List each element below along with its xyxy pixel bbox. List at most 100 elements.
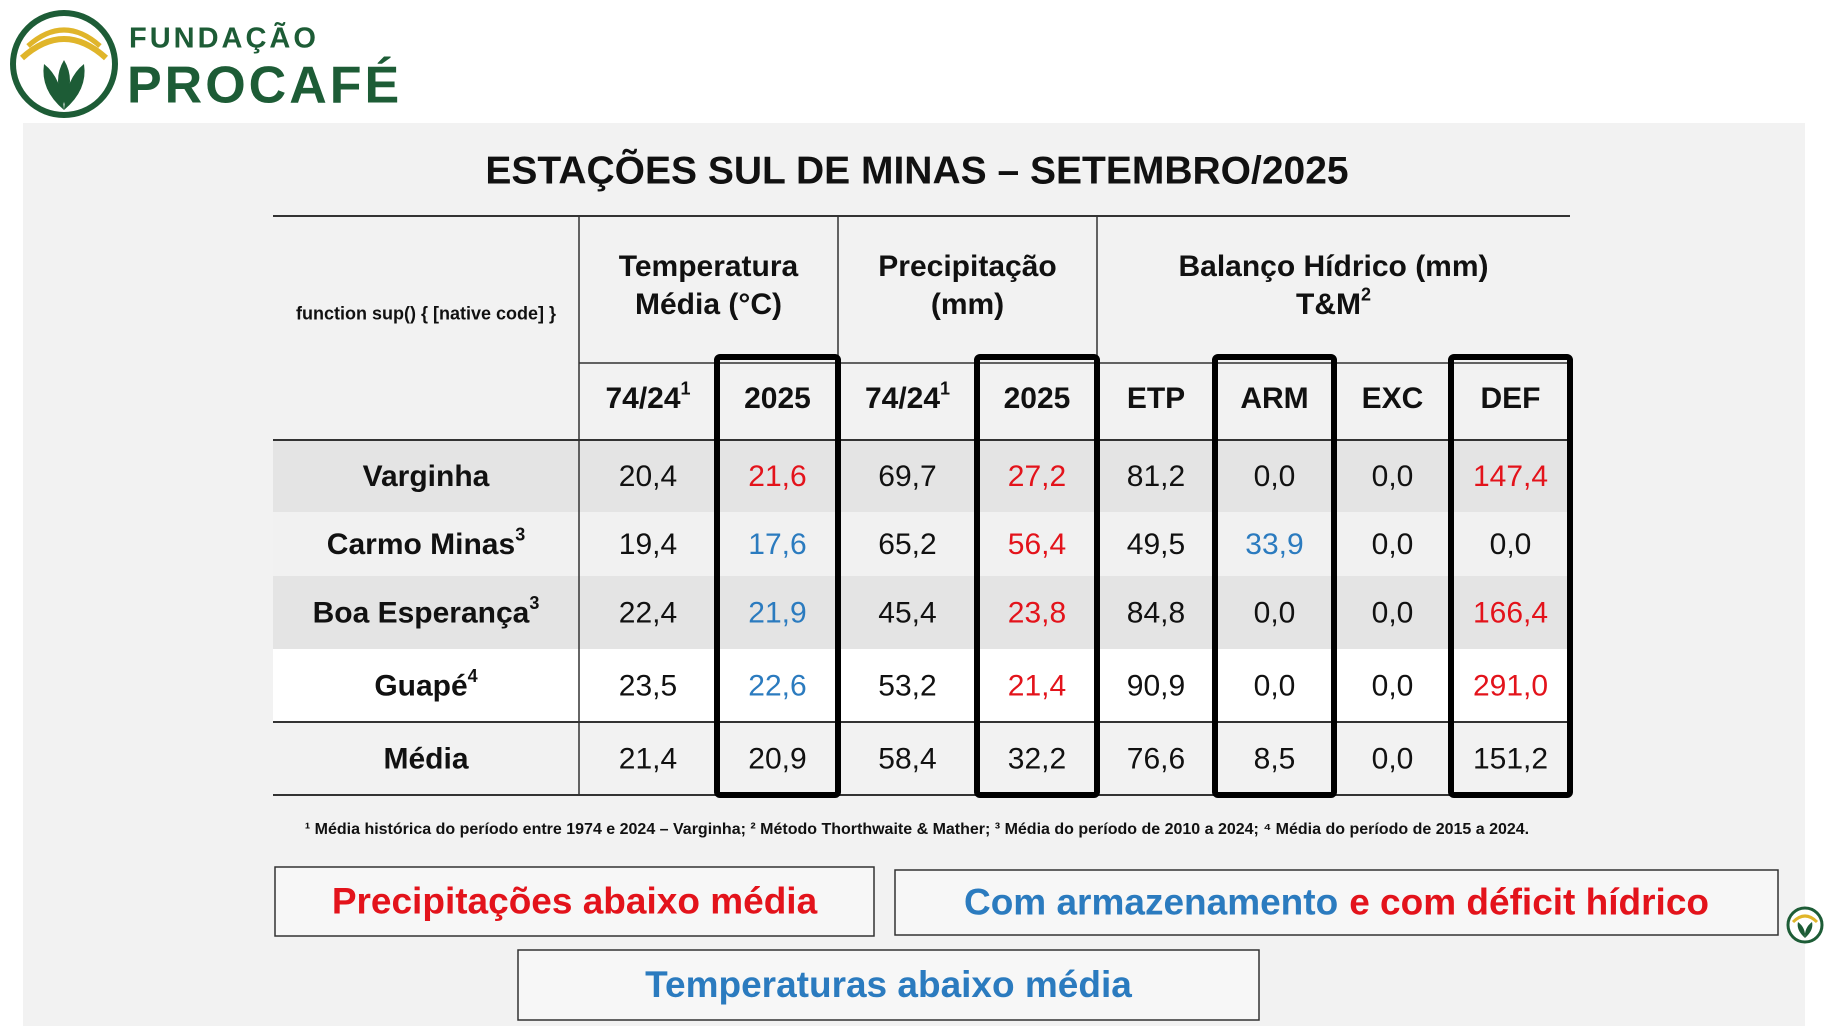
cell-value: 20,9 [748,742,806,775]
cell-value: 291,0 [1473,669,1548,702]
logo-icon [10,10,118,118]
cell-value: 32,2 [1008,742,1066,775]
cell-value: 76,6 [1127,742,1185,775]
row-background [273,649,1570,722]
cell-value: 23,8 [1008,596,1066,629]
cell-value: 0,0 [1254,460,1296,493]
cell-value: 53,2 [878,669,936,702]
label: EXC [1362,382,1424,415]
cell-value: 0,0 [1490,528,1532,561]
superscript: 3 [515,524,525,544]
cell-value: 21,4 [1008,669,1066,702]
legend-part: Com armazenamento [964,881,1338,922]
cell-text: ETP [1127,382,1185,415]
label: DEF [1481,382,1541,415]
cell-text: Boa Esperança3 [313,593,540,630]
cell-value: 22,4 [619,596,677,629]
legend-box [517,949,1260,1021]
label: T&M [1296,288,1361,321]
label: Média (°C) [635,288,782,321]
label: Precipitação [878,250,1056,283]
cell-value: 0,0 [1254,669,1296,702]
legend-text: Com armazenamento e com déficit hídrico [964,881,1709,922]
logo-text: PROCAFÉ [127,57,402,115]
legend-box [274,866,875,937]
cell-value: 166,4 [1473,596,1548,629]
cell-value: 33,9 [1245,528,1303,561]
logo-text: FUNDAÇÃO [129,21,319,55]
cell-text: 2025 [1004,382,1071,415]
label: 2025 [1004,382,1071,415]
label: Carmo Minas [327,528,515,561]
cell-text: Temperatura [619,250,799,283]
row-background [273,576,1570,649]
highlight-box [1448,354,1573,798]
highlight-box [714,354,841,798]
legend-part: Temperaturas abaixo média [645,964,1132,1005]
cell-value: 147,4 [1473,460,1548,493]
legend-part: Precipitações abaixo média [332,880,818,921]
cell-text: DEF [1481,382,1541,415]
cell-value: 69,7 [878,460,936,493]
footnote: ¹ Média histórica do período entre 1974 … [305,821,1529,838]
cell-value: 27,2 [1008,460,1066,493]
cell-value: 65,2 [878,528,936,561]
cell-text: Carmo Minas3 [327,524,525,561]
cell-value: 0,0 [1372,596,1414,629]
highlight-box [974,354,1100,798]
highlight-box [1212,354,1337,798]
cell-text: 74/241 [865,378,950,415]
row-background [273,722,1570,795]
label: Balanço Hídrico (mm) [1178,250,1488,283]
cell-text: Média (°C) [635,288,782,321]
cell-text: EXC [1362,382,1424,415]
label: 2025 [744,382,811,415]
cell-value: 84,8 [1127,596,1185,629]
slide-title: ESTAÇÕES SUL DE MINAS – SETEMBRO/2025 [485,148,1348,192]
cell-value: 151,2 [1473,742,1548,775]
label: 74/24 [865,382,940,415]
legend-box [894,869,1779,936]
cell-value: 23,5 [619,669,677,702]
cell-value: 0,0 [1372,460,1414,493]
label: Média [383,742,468,775]
cell-value: 45,4 [878,596,936,629]
cell-value: 0,0 [1372,528,1414,561]
cell-value: 20,4 [619,460,677,493]
cell-value: 56,4 [1008,528,1066,561]
cell-value: 21,9 [748,596,806,629]
cell-value: 49,5 [1127,528,1185,561]
cell-text: function sup() { [native code] } [296,303,556,323]
label: Temperatura [619,250,799,283]
corner-icon [1786,906,1824,944]
cell-text: Varginha [363,460,490,493]
cell-value: 0,0 [1254,596,1296,629]
cell-text: 2025 [744,382,811,415]
cell-value: 21,4 [619,742,677,775]
legend-text: Temperaturas abaixo média [645,964,1132,1005]
cell-value: 8,5 [1254,742,1296,775]
cell-value: 0,0 [1372,742,1414,775]
cell-text: Média [383,742,468,775]
superscript: 3 [529,593,539,613]
superscript: 1 [681,378,691,398]
cell-text: (mm) [931,288,1004,321]
cell-text: Guapé4 [374,666,477,703]
label: ARM [1240,382,1308,415]
cell-value: 21,6 [748,460,806,493]
cell-value: 22,6 [748,669,806,702]
cell-value: 0,0 [1372,669,1414,702]
label: 74/24 [605,382,680,415]
cell-value: 81,2 [1127,460,1185,493]
row-background [273,440,1570,512]
label: Boa Esperança [313,596,530,629]
label: Guapé [374,669,467,702]
label: Varginha [363,460,490,493]
superscript: function sup() { [native code] } [296,303,556,323]
cell-text: Balanço Hídrico (mm) [1178,250,1488,283]
row-background [273,512,1570,576]
cell-value: 19,4 [619,528,677,561]
superscript: 2 [1361,284,1371,304]
